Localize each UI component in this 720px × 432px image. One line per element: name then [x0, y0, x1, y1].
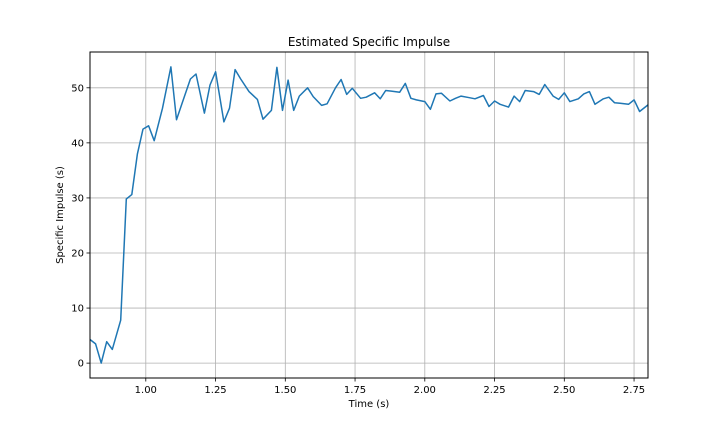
y-axis-label: Specific Impulse (s): [55, 166, 66, 264]
x-tick-label: 1.75: [344, 385, 366, 396]
y-tick-label: 30: [71, 193, 84, 204]
y-axis: 0 10 20 30 40 50: [71, 83, 90, 370]
y-tick-label: 10: [71, 304, 84, 315]
y-tick-label: 20: [71, 248, 84, 259]
plot-area: [89, 66, 649, 364]
plot-frame: [89, 51, 649, 379]
x-tick-label: 2.25: [483, 385, 505, 396]
series-line: [89, 66, 649, 364]
x-tick-label: 1.00: [135, 385, 157, 396]
x-tick-label: 1.25: [204, 385, 226, 396]
y-tick-label: 0: [78, 359, 84, 370]
x-axis: 1.00 1.25 1.50 1.75 2.00 2.25 2.50 2.75: [135, 378, 645, 396]
chart-title: Estimated Specific Impulse: [288, 35, 450, 49]
y-tick-label: 50: [71, 83, 84, 94]
x-tick-label: 2.00: [414, 385, 436, 396]
x-axis-label: Time (s): [348, 399, 390, 410]
x-tick-label: 2.50: [553, 385, 575, 396]
x-tick-label: 2.75: [623, 385, 645, 396]
grid: [90, 52, 648, 378]
y-tick-label: 40: [71, 138, 84, 149]
x-tick-label: 1.50: [274, 385, 296, 396]
